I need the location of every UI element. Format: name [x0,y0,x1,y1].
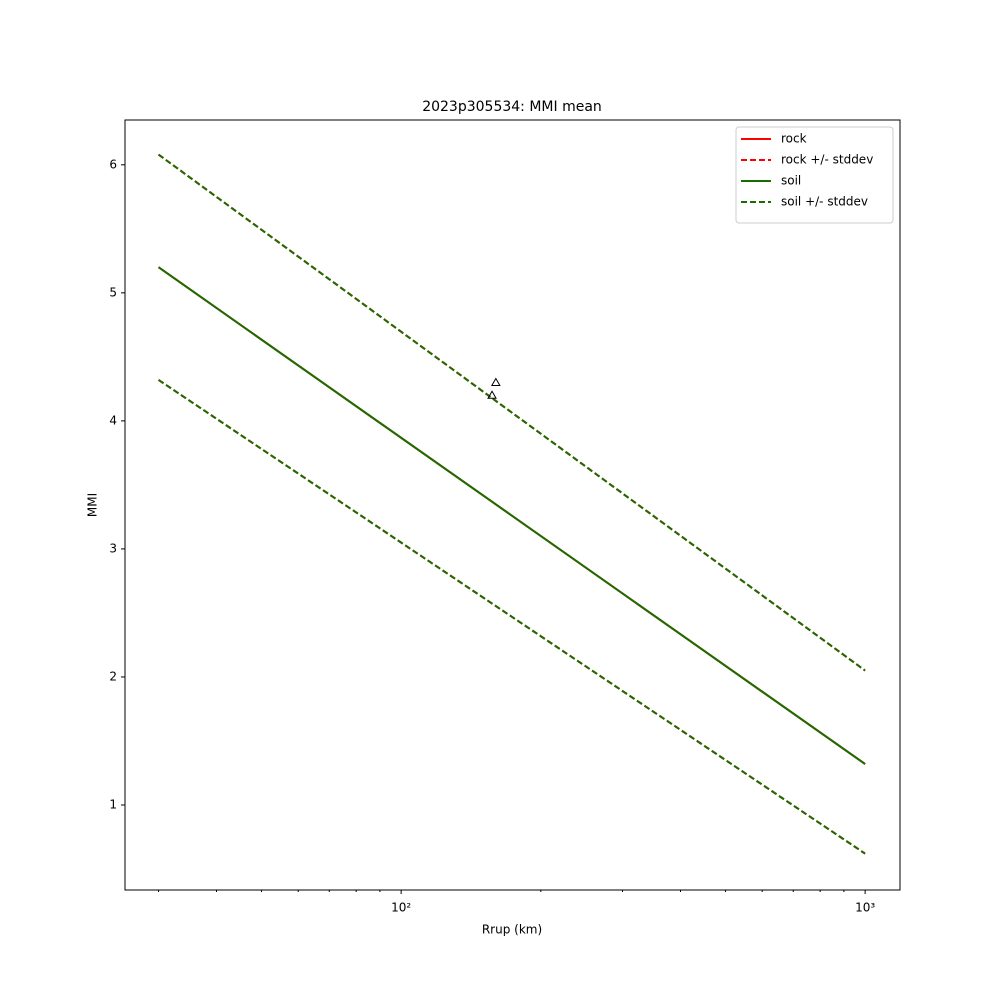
y-tick-label: 2 [109,669,117,683]
legend-box [735,126,894,224]
data-point [490,377,501,386]
x-tick-label: 10³ [855,901,875,915]
series-line [157,153,866,672]
chart-title: 2023p305534: MMI mean [422,99,602,115]
legend-label: soil +/- stddev [781,195,868,209]
legend-label: soil [781,174,801,188]
series-line [157,266,866,765]
y-tick-label: 4 [109,413,117,427]
series-line [157,379,866,855]
plot-frame [124,119,901,891]
y-tick-label: 6 [109,157,117,171]
y-tick-label: 1 [109,797,117,811]
x-tick-label: 10² [391,901,411,915]
y-axis-label: MMI [86,493,100,517]
data-point [487,390,497,399]
y-tick-label: 5 [109,285,117,299]
y-tick-label: 3 [109,541,117,555]
legend-label: rock [781,132,807,146]
x-axis-label: Rrup (km) [482,923,542,937]
legend-label: rock +/- stddev [781,153,873,167]
